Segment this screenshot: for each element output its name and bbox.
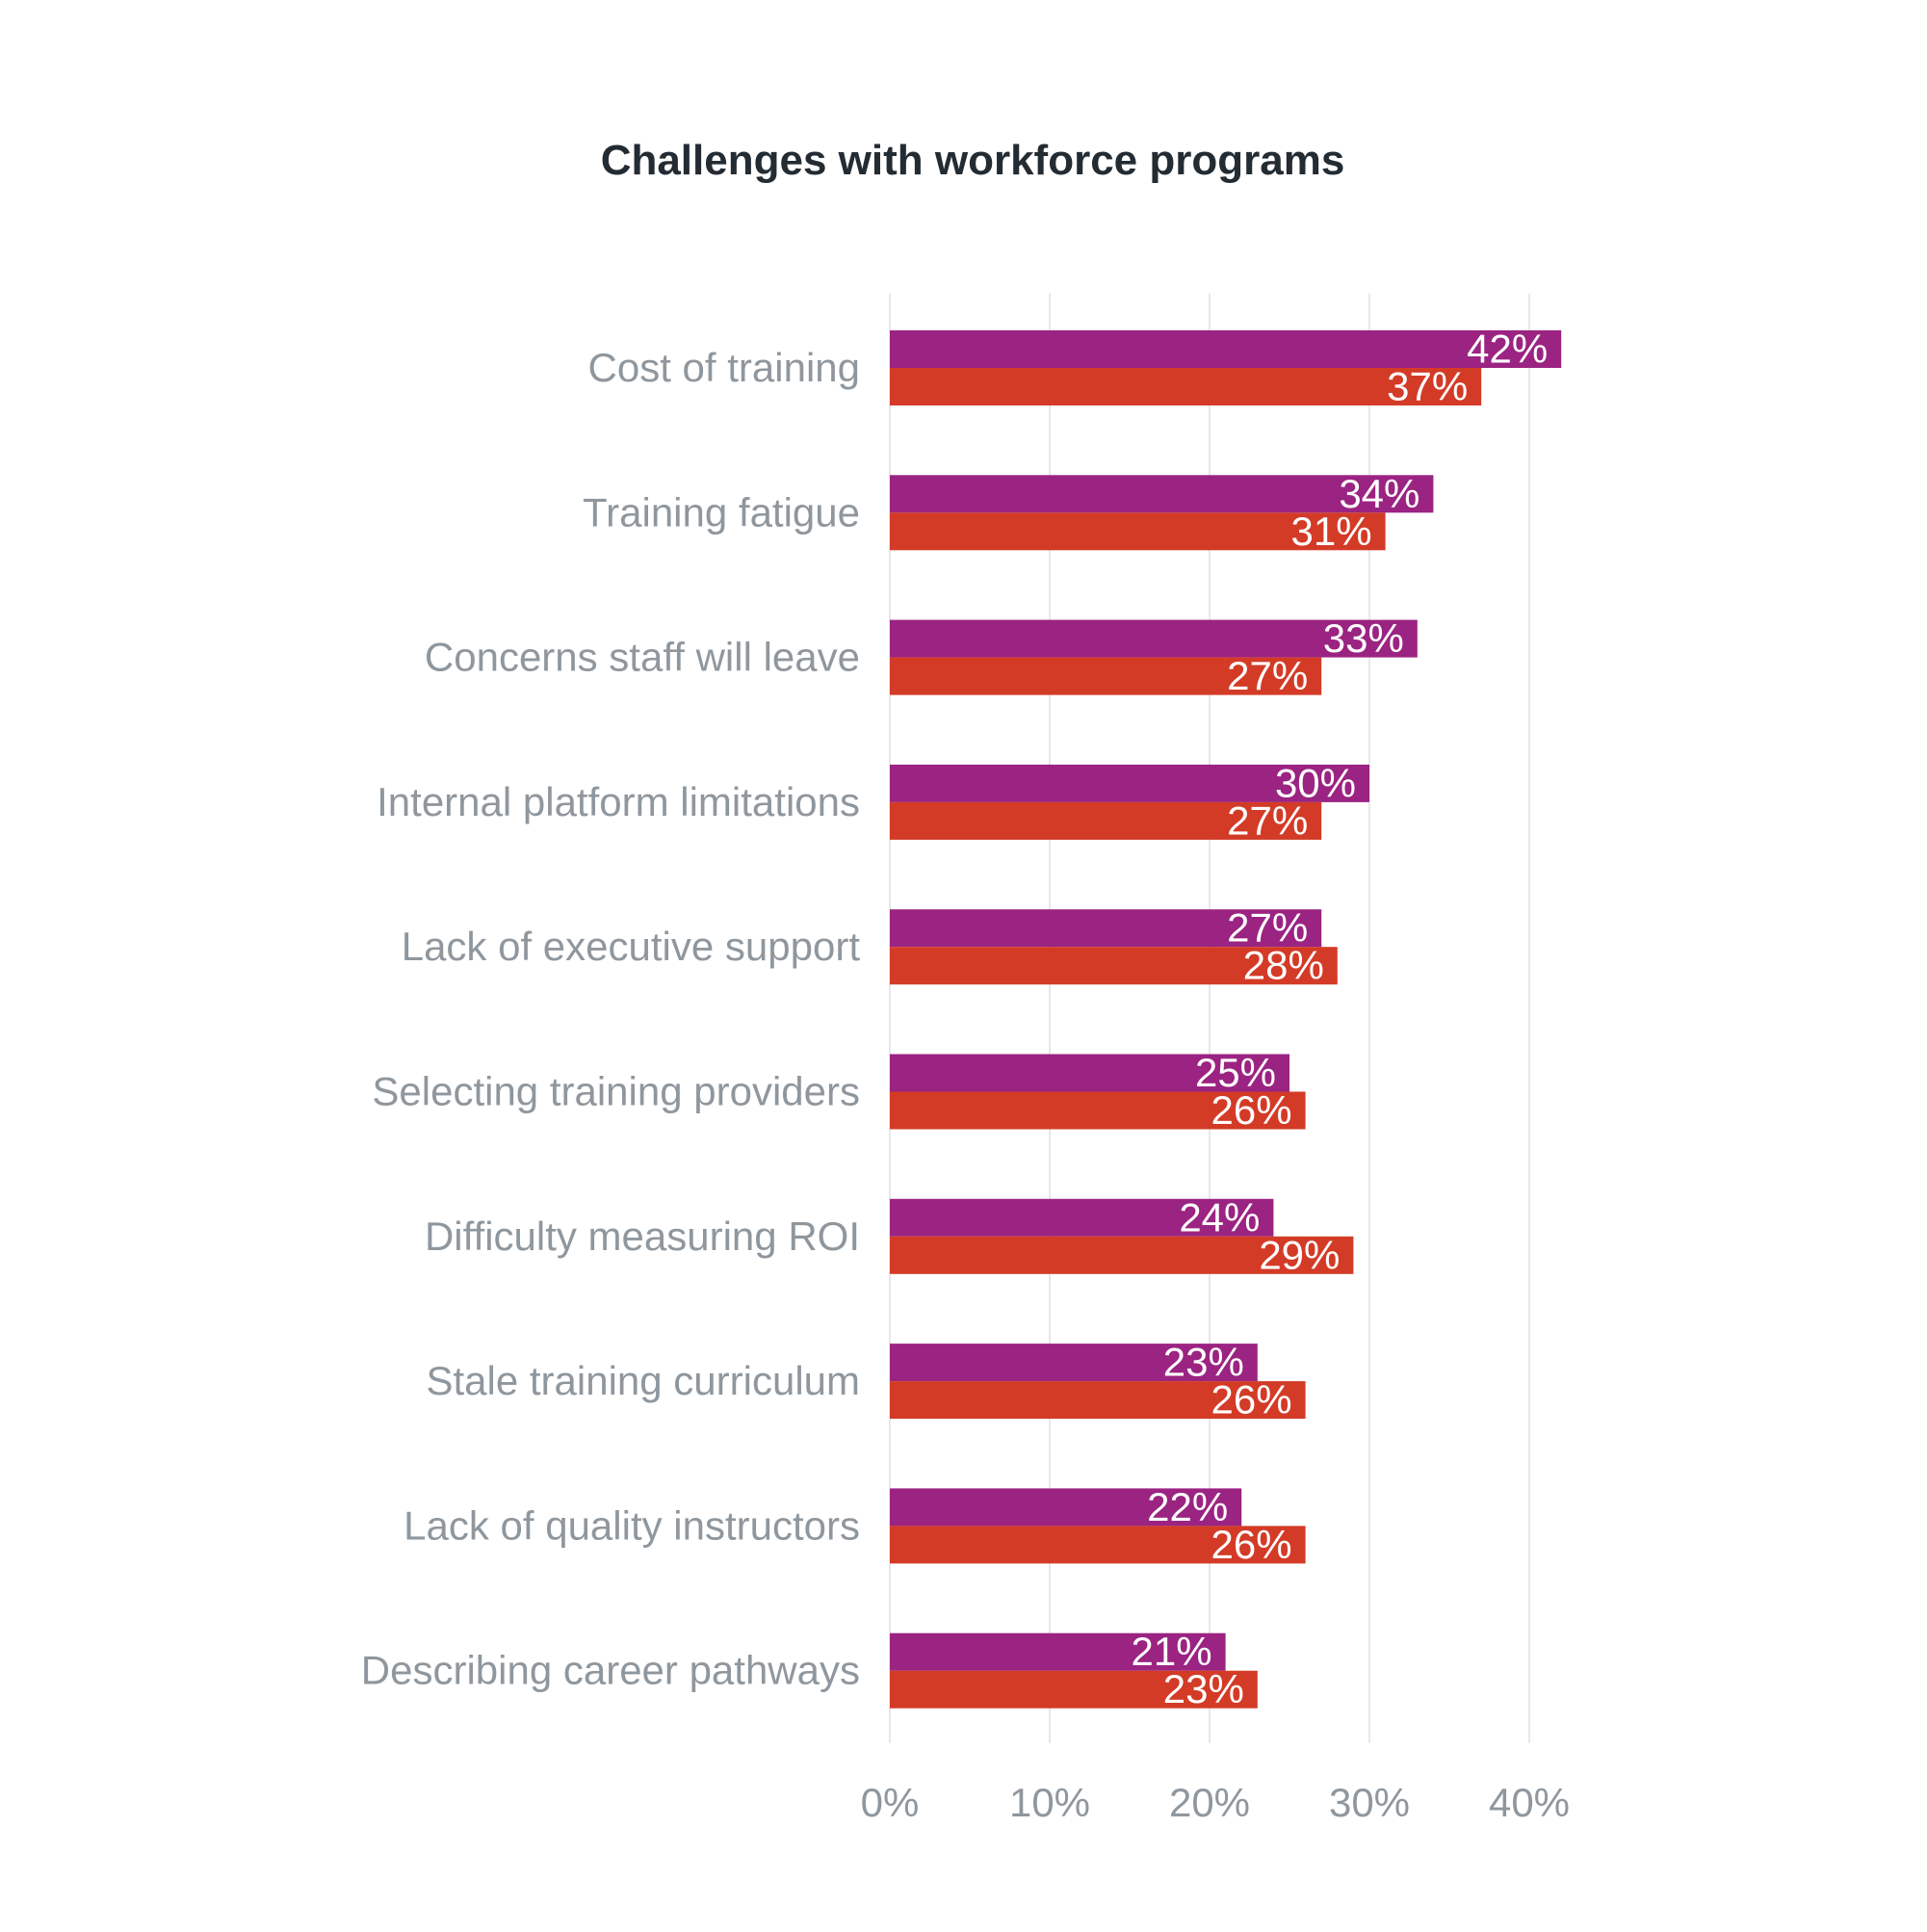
bar <box>890 657 1322 695</box>
category-label: Cost of training <box>588 345 860 390</box>
data-label: 28% <box>1243 943 1324 988</box>
bar <box>890 1381 1306 1420</box>
x-tick-label: 10% <box>1009 1780 1090 1825</box>
bar <box>890 909 1322 948</box>
chart-title: Challenges with workforce programs <box>600 137 1345 184</box>
data-label: 34% <box>1339 471 1419 516</box>
data-label: 24% <box>1179 1194 1260 1240</box>
data-label: 23% <box>1163 1340 1244 1385</box>
data-label: 22% <box>1147 1484 1228 1529</box>
category-label: Stale training curriculum <box>426 1358 860 1403</box>
bar <box>890 1344 1258 1382</box>
bar <box>890 475 1434 513</box>
bar <box>890 947 1338 985</box>
data-label: 23% <box>1163 1666 1244 1711</box>
bar <box>890 1054 1289 1092</box>
category-label: Lack of quality instructors <box>404 1502 860 1548</box>
data-label: 26% <box>1211 1522 1292 1567</box>
data-label: 37% <box>1387 364 1468 409</box>
data-label: 27% <box>1227 653 1308 698</box>
data-label: 33% <box>1323 615 1404 661</box>
data-label: 27% <box>1227 905 1308 951</box>
data-label: 26% <box>1211 1087 1292 1133</box>
bar <box>890 512 1386 551</box>
bar <box>890 1632 1226 1671</box>
x-tick-label: 0% <box>861 1780 920 1825</box>
data-label: 26% <box>1211 1377 1292 1423</box>
bar <box>890 619 1418 658</box>
data-label: 25% <box>1195 1050 1276 1095</box>
x-tick-label: 30% <box>1329 1780 1410 1825</box>
category-label: Training fatigue <box>583 489 860 535</box>
bar <box>890 1670 1258 1709</box>
x-tick-label: 20% <box>1169 1780 1250 1825</box>
data-label: 21% <box>1132 1629 1212 1674</box>
category-label: Describing career pathways <box>361 1648 860 1693</box>
data-label: 27% <box>1227 797 1308 843</box>
data-label: 31% <box>1291 509 1372 554</box>
bar <box>890 1198 1274 1237</box>
category-label: Internal platform limitations <box>377 779 860 824</box>
bar <box>890 1236 1354 1274</box>
bar <box>890 764 1369 802</box>
data-label: 42% <box>1467 326 1548 372</box>
bar <box>890 330 1562 368</box>
category-label: Concerns staff will leave <box>425 635 860 680</box>
bar <box>890 1488 1242 1527</box>
bar <box>890 368 1482 405</box>
bar <box>890 1526 1306 1564</box>
category-label: Difficulty measuring ROI <box>425 1214 860 1259</box>
bar <box>890 1091 1306 1130</box>
data-label: 29% <box>1259 1232 1340 1277</box>
bar <box>890 801 1322 840</box>
category-label: Selecting training providers <box>372 1069 860 1114</box>
data-label: 30% <box>1275 760 1356 805</box>
category-label: Lack of executive support <box>402 924 861 969</box>
x-tick-label: 40% <box>1489 1780 1570 1825</box>
